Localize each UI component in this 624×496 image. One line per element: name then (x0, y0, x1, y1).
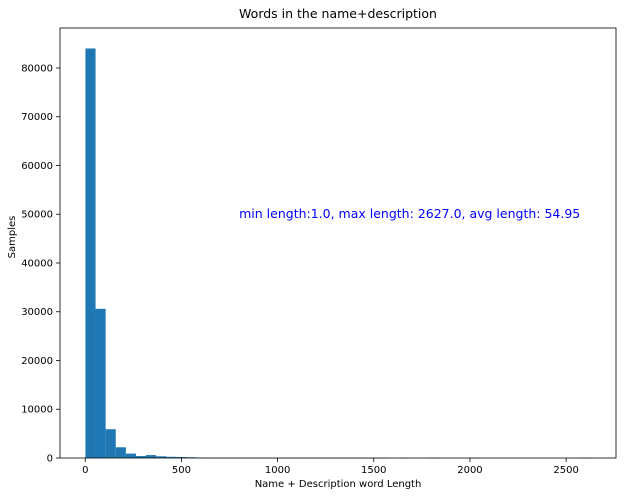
x-tick-label: 2500 (553, 465, 578, 476)
y-axis-ticks: 0 10000 20000 30000 40000 50000 60000 70000 8000… (21, 63, 60, 465)
y-tick-label: 80000 (21, 63, 53, 74)
histogram-bar (95, 308, 106, 458)
y-axis-label: Samples (7, 216, 18, 259)
chart-title: Words in the name+description (239, 6, 437, 21)
x-tick-label: 500 (172, 465, 191, 476)
x-tick-label: 1000 (265, 465, 290, 476)
histogram-bar (105, 429, 116, 458)
axes (59, 27, 617, 459)
x-axis-label: Name + Description word Length (255, 479, 422, 490)
x-tick-label: 1500 (361, 465, 386, 476)
y-tick-label: 10000 (21, 405, 53, 416)
y-tick-label: 40000 (21, 258, 53, 269)
x-tick-label: 2000 (457, 465, 482, 476)
y-tick-label: 60000 (21, 161, 53, 172)
x-tick-label: 0 (82, 465, 88, 476)
histogram-bar (115, 447, 126, 458)
histogram-bar (125, 453, 136, 458)
x-axis-ticks: 0 500 1000 1500 2000 2500 (82, 458, 579, 476)
y-tick-label: 20000 (21, 356, 53, 367)
stats-annotation: min length:1.0, max length: 2627.0, avg … (239, 206, 580, 221)
y-tick-label: 70000 (21, 112, 53, 123)
histogram-bar (135, 456, 147, 458)
histogram-bar (146, 455, 157, 458)
histogram-bar (85, 48, 96, 458)
plot-frame (59, 27, 617, 459)
histogram-bar (166, 456, 177, 458)
histogram-bar (176, 457, 187, 458)
y-tick-label: 0 (47, 454, 53, 465)
y-tick-label: 50000 (21, 210, 53, 221)
y-tick-label: 30000 (21, 307, 53, 318)
histogram-bar (156, 456, 167, 458)
